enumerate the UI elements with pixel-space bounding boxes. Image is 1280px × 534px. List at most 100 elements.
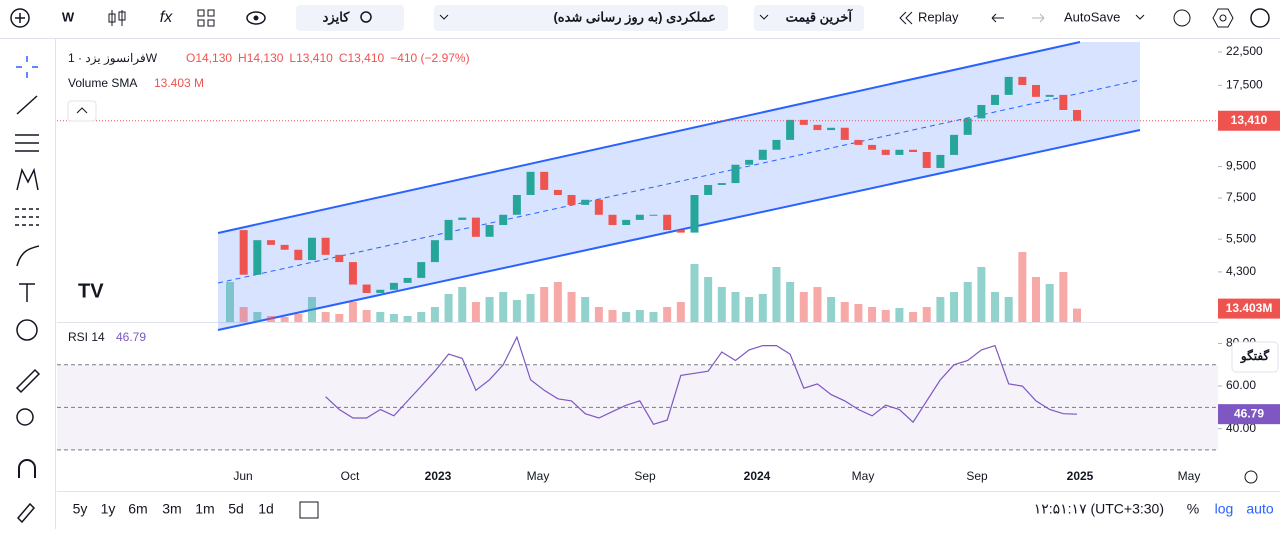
candle <box>854 139 863 145</box>
range-button[interactable]: 5y <box>73 501 88 517</box>
range-button[interactable]: 5d <box>228 501 244 517</box>
candle <box>622 219 631 226</box>
text-tool[interactable] <box>19 283 35 302</box>
gear-center <box>1219 14 1227 22</box>
y-tick-label: 17,500 <box>1226 78 1263 92</box>
candle <box>417 262 426 278</box>
search-box[interactable] <box>296 5 404 31</box>
redo-button[interactable] <box>1032 13 1045 23</box>
interval-button[interactable]: W <box>62 9 75 24</box>
fib-tool[interactable] <box>15 134 39 152</box>
candle <box>936 154 945 168</box>
replay-button[interactable]: Replay <box>918 9 959 24</box>
candle <box>376 289 385 293</box>
volume-bar <box>376 312 385 322</box>
magnet-tool[interactable] <box>18 459 36 478</box>
volume-bar <box>594 307 603 322</box>
y-tick-label: 22,500 <box>1226 44 1263 58</box>
forecast-tool[interactable] <box>15 208 39 226</box>
regression-channel <box>217 41 1141 331</box>
indicators-button[interactable]: fx <box>160 9 173 26</box>
axis-settings[interactable] <box>1244 470 1258 484</box>
visibility-button[interactable] <box>246 11 266 25</box>
eye-pupil <box>253 15 259 21</box>
brush-tool[interactable] <box>16 245 40 267</box>
snapshot-button[interactable] <box>1250 8 1270 28</box>
range-button[interactable]: 1m <box>195 501 214 517</box>
y-tick-label: 9,500 <box>1226 159 1256 173</box>
volume-bar <box>690 264 699 322</box>
volume-bar <box>540 287 549 322</box>
candle <box>362 284 371 293</box>
volume-bar <box>266 316 275 322</box>
candle <box>717 183 726 185</box>
settings-button[interactable] <box>1212 8 1234 28</box>
ohlc-item: −410 (−2.97%) <box>390 51 469 65</box>
volume-bar <box>335 314 344 322</box>
layouts-button[interactable] <box>197 9 215 27</box>
volume-bar <box>239 307 248 322</box>
volume-bar <box>799 292 808 322</box>
zoom-tool[interactable] <box>16 408 34 426</box>
lock-tool[interactable] <box>16 502 36 524</box>
range-button[interactable]: 6m <box>128 501 147 517</box>
y-tick-label: 5,500 <box>1226 231 1256 245</box>
price-type-text: آخرین قیمت <box>786 8 854 25</box>
x-tick-label: May <box>1178 469 1201 483</box>
candle <box>731 164 740 184</box>
pattern-tool[interactable] <box>16 167 39 191</box>
alert-button[interactable] <box>1173 9 1191 27</box>
volume-bar <box>294 314 303 322</box>
candle <box>663 214 672 231</box>
volume-bar <box>1045 284 1054 322</box>
undo-button[interactable] <box>991 13 1004 23</box>
price-type-dropdown[interactable] <box>754 5 864 31</box>
ohlc-item: O14,130 <box>186 51 232 65</box>
volume-bar <box>731 292 740 322</box>
candle <box>567 194 576 205</box>
candle <box>676 230 685 233</box>
volume-bar <box>608 310 617 322</box>
volume-bar <box>881 310 890 322</box>
candle <box>553 189 562 195</box>
log-button[interactable]: log <box>1215 501 1234 517</box>
autosave-button[interactable]: AutoSave <box>1064 9 1120 24</box>
chat-button[interactable] <box>1231 341 1279 373</box>
candle <box>772 139 781 150</box>
candle <box>321 237 330 255</box>
adjust-text: عملکردی (به روز رسانی شده) <box>553 9 716 25</box>
chevron <box>439 14 449 20</box>
candle <box>307 237 316 261</box>
candle <box>499 214 508 226</box>
ruler-tool[interactable] <box>15 368 41 394</box>
percent-button[interactable]: % <box>1187 501 1199 517</box>
range-button[interactable]: 1d <box>258 501 274 517</box>
auto-button[interactable]: auto <box>1246 501 1273 517</box>
chart-type-button[interactable] <box>108 10 126 26</box>
candle <box>458 217 467 220</box>
chat-text: گفتگو <box>1240 348 1270 364</box>
candle <box>594 199 603 215</box>
trendline-tool[interactable] <box>16 95 38 115</box>
date-range-button[interactable] <box>299 501 319 519</box>
range-button[interactable]: 3m <box>162 501 181 517</box>
rsi-tick-label: 40.00 <box>1226 421 1256 435</box>
last-price-label: 13,410 <box>1231 113 1268 127</box>
range-button[interactable]: 1y <box>101 501 116 517</box>
crosshair-tool[interactable] <box>16 56 38 78</box>
replay-icon <box>899 11 913 25</box>
volume-bar <box>1073 308 1081 322</box>
adjust-dropdown[interactable] <box>434 5 728 31</box>
candle <box>881 149 890 155</box>
rsi-band-fill <box>57 364 1218 450</box>
add-symbol-button[interactable] <box>10 8 30 28</box>
candle <box>649 214 658 216</box>
plus-icon <box>15 13 25 23</box>
volume-bar <box>321 312 330 322</box>
icon-tool[interactable] <box>16 319 38 341</box>
volume-bar <box>704 277 713 322</box>
collapse-button[interactable] <box>67 100 97 122</box>
volume-bar <box>348 302 357 322</box>
candle <box>704 184 713 195</box>
